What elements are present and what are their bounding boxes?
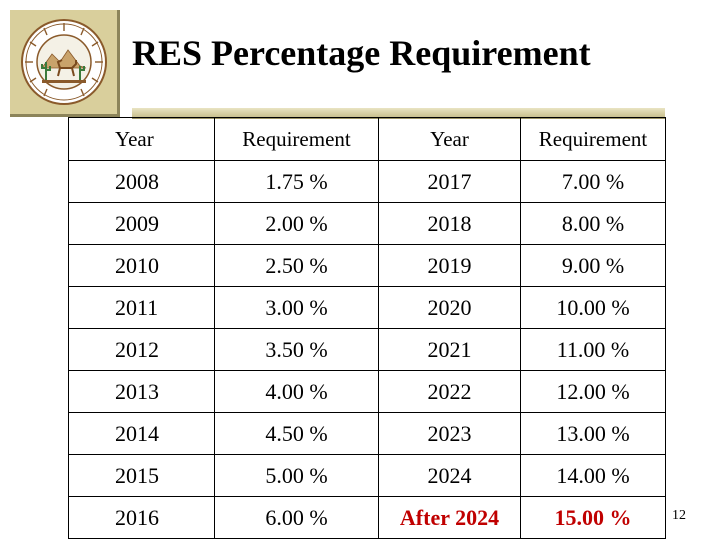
year-cell: 2008 [68, 160, 215, 203]
requirement-cell: 5.00 % [214, 454, 379, 497]
after-2024-year-cell: After 2024 [378, 496, 521, 539]
year-cell: 2012 [68, 328, 215, 371]
requirement-cell: 9.00 % [520, 244, 666, 287]
requirement-cell: 4.50 % [214, 412, 379, 455]
page-number: 12 [672, 508, 686, 523]
table-row: 2011 3.00 % 2020 10.00 % [68, 286, 666, 329]
table-row-final: 2016 6.00 % After 2024 15.00 % [68, 496, 666, 539]
year-cell: 2015 [68, 454, 215, 497]
header-requirement-2: Requirement [520, 117, 666, 161]
slide-title: RES Percentage Requirement [132, 33, 591, 73]
requirement-cell: 8.00 % [520, 202, 666, 245]
year-cell: 2017 [378, 160, 521, 203]
seal-frame [10, 10, 120, 117]
year-cell: 2020 [378, 286, 521, 329]
table-header-row: Year Requirement Year Requirement [68, 117, 666, 161]
year-cell: 2024 [378, 454, 521, 497]
requirement-cell: 12.00 % [520, 370, 666, 413]
requirement-cell: 13.00 % [520, 412, 666, 455]
table-row: 2015 5.00 % 2024 14.00 % [68, 454, 666, 497]
requirement-cell: 7.00 % [520, 160, 666, 203]
table-row: 2010 2.50 % 2019 9.00 % [68, 244, 666, 287]
arizona-corporation-commission-seal-icon [21, 19, 107, 105]
year-cell: 2014 [68, 412, 215, 455]
final-requirement-cell: 15.00 % [520, 496, 666, 539]
header-year-2: Year [378, 117, 521, 161]
requirement-cell: 6.00 % [214, 496, 379, 539]
requirement-cell: 14.00 % [520, 454, 666, 497]
requirement-cell: 11.00 % [520, 328, 666, 371]
year-cell: 2023 [378, 412, 521, 455]
year-cell: 2022 [378, 370, 521, 413]
year-cell: 2010 [68, 244, 215, 287]
year-cell: 2021 [378, 328, 521, 371]
year-cell: 2009 [68, 202, 215, 245]
requirement-cell: 4.00 % [214, 370, 379, 413]
table-row: 2009 2.00 % 2018 8.00 % [68, 202, 666, 245]
year-cell: 2013 [68, 370, 215, 413]
requirement-cell: 3.00 % [214, 286, 379, 329]
table-row: 2008 1.75 % 2017 7.00 % [68, 160, 666, 203]
header-requirement-1: Requirement [214, 117, 379, 161]
requirement-table: Year Requirement Year Requirement 2008 1… [68, 117, 666, 539]
requirement-cell: 2.50 % [214, 244, 379, 287]
table-row: 2012 3.50 % 2021 11.00 % [68, 328, 666, 371]
table-row: 2014 4.50 % 2023 13.00 % [68, 412, 666, 455]
table-row: 2013 4.00 % 2022 12.00 % [68, 370, 666, 413]
year-cell: 2019 [378, 244, 521, 287]
header-year-1: Year [68, 117, 215, 161]
year-cell: 2016 [68, 496, 215, 539]
year-cell: 2011 [68, 286, 215, 329]
requirement-cell: 2.00 % [214, 202, 379, 245]
requirement-cell: 1.75 % [214, 160, 379, 203]
year-cell: 2018 [378, 202, 521, 245]
requirement-cell: 3.50 % [214, 328, 379, 371]
requirement-cell: 10.00 % [520, 286, 666, 329]
